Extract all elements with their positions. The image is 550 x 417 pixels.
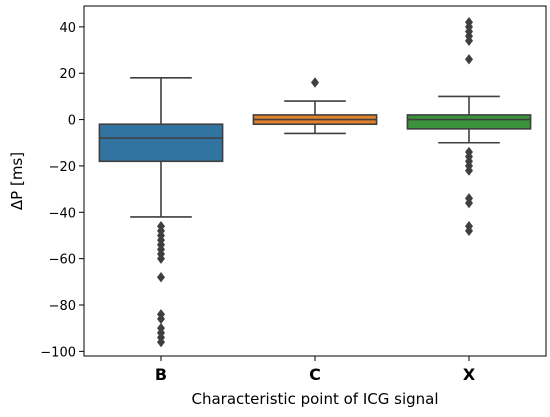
box-B (98, 77, 224, 348)
x-tick-label: B (155, 365, 167, 384)
x-tick-label: C (309, 365, 321, 384)
outlier-point (465, 197, 473, 209)
outlier-point (157, 313, 165, 325)
y-axis: −100 −80 −60 −40 −20 0 20 40 (40, 21, 84, 360)
y-tick-label: −40 (49, 206, 76, 221)
box-C (252, 77, 378, 135)
boxes (98, 17, 532, 348)
y-tick-label: 40 (59, 21, 76, 36)
outlier-point (157, 253, 165, 264)
y-tick-label: −60 (49, 253, 76, 268)
y-tick-label: 20 (59, 67, 76, 82)
box-X (406, 17, 532, 237)
x-axis-label: Characteristic point of ICG signal (191, 390, 438, 408)
outlier-point (465, 165, 473, 176)
plot-frame (83, 5, 547, 357)
outlier-point (465, 54, 473, 65)
outlier-point (157, 271, 165, 283)
y-tick-label: −80 (49, 299, 76, 314)
y-tick-label: −20 (49, 160, 76, 175)
iqr-box (98, 123, 224, 163)
outlier-point (465, 225, 473, 237)
outlier-point (311, 77, 319, 88)
outlier-point (465, 17, 473, 28)
y-axis-label: ΔP [ms] (8, 152, 26, 210)
x-tick-label: X (463, 365, 476, 384)
y-tick-label: 0 (68, 114, 76, 129)
outlier-point (157, 336, 165, 348)
iqr-box (406, 114, 532, 130)
y-tick-label: −100 (40, 345, 76, 360)
